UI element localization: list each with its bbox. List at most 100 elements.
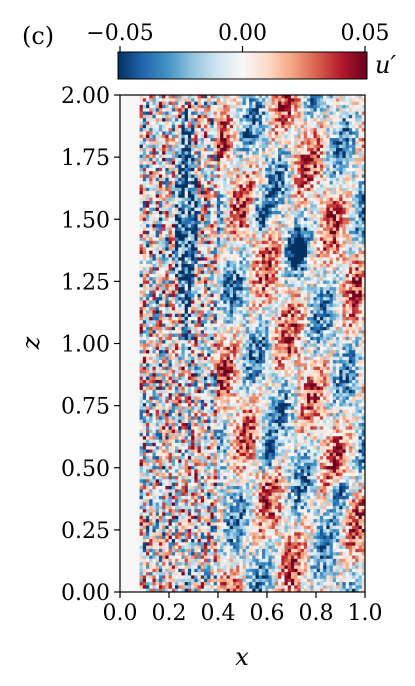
field-cell — [184, 217, 189, 222]
field-cell — [197, 101, 202, 106]
field-cell — [307, 267, 311, 271]
field-cell — [223, 323, 227, 328]
field-cell — [223, 157, 227, 162]
field-cell — [178, 164, 182, 169]
field-cell — [232, 267, 237, 271]
field-cell — [184, 191, 189, 195]
field-cell — [197, 320, 202, 325]
field-cell — [232, 138, 237, 142]
field-cell — [226, 316, 231, 321]
field-cell — [197, 277, 202, 281]
field-cell — [303, 95, 308, 99]
field-cell — [352, 230, 356, 235]
field-cell — [303, 177, 308, 182]
field-cell — [287, 171, 292, 175]
field-cell — [204, 177, 208, 182]
field-cell — [242, 174, 247, 179]
field-cell — [197, 111, 202, 116]
field-cell — [319, 267, 324, 271]
field-cell — [181, 144, 186, 149]
field-cell — [278, 320, 282, 325]
field-cell — [268, 214, 273, 218]
field-cell — [261, 204, 266, 209]
field-cell — [355, 260, 359, 265]
field-cell — [252, 230, 256, 235]
field-cell — [342, 111, 347, 116]
field-cell — [345, 118, 350, 122]
field-cell — [155, 128, 160, 132]
field-cell — [213, 121, 218, 126]
field-cell — [310, 326, 314, 331]
field-cell — [352, 144, 356, 149]
field-cell — [339, 316, 343, 321]
field-cell — [316, 250, 321, 255]
field-cell — [249, 263, 253, 268]
field-cell — [184, 174, 189, 179]
field-cell — [287, 320, 292, 325]
field-cell — [178, 313, 182, 318]
field-cell — [255, 273, 260, 278]
field-cell — [236, 214, 240, 218]
field-cell — [210, 164, 215, 169]
field-cell — [342, 167, 347, 172]
field-cell — [307, 244, 311, 248]
field-cell — [258, 181, 263, 185]
field-cell — [323, 151, 327, 156]
field-cell — [213, 171, 218, 175]
field-cell — [197, 254, 202, 258]
field-cell — [191, 161, 195, 165]
field-cell — [187, 237, 192, 242]
field-cell — [229, 98, 234, 103]
field-cell — [194, 313, 198, 318]
field-cell — [255, 224, 260, 228]
field-cell — [278, 300, 282, 305]
field-cell — [213, 194, 218, 199]
field-cell — [242, 313, 247, 318]
field-cell — [213, 197, 218, 202]
field-cell — [281, 217, 285, 222]
field-cell — [313, 237, 318, 242]
field-cell — [178, 101, 182, 106]
field-cell — [236, 157, 240, 162]
field-cell — [300, 101, 305, 106]
field-cell — [216, 95, 221, 99]
field-cell — [258, 270, 263, 275]
field-cell — [329, 118, 334, 122]
field-cell — [152, 244, 157, 248]
field-cell — [361, 277, 365, 281]
field-cell — [178, 214, 182, 218]
field-cell — [239, 214, 244, 218]
field-cell — [278, 254, 282, 258]
field-cell — [319, 207, 324, 212]
field-cell — [162, 167, 166, 172]
field-cell — [294, 210, 298, 215]
field-cell — [181, 230, 186, 235]
field-cell — [146, 307, 150, 311]
field-cell — [294, 323, 298, 328]
field-cell — [323, 257, 327, 262]
field-cell — [348, 247, 353, 252]
field-cell — [155, 227, 160, 232]
field-cell — [216, 280, 221, 285]
field-cell — [191, 148, 195, 152]
field-cell — [361, 297, 365, 301]
field-cell — [187, 214, 192, 218]
field-cell — [239, 254, 244, 258]
field-cell — [249, 297, 253, 301]
field-cell — [200, 220, 205, 225]
field-cell — [149, 283, 153, 288]
field-cell — [265, 148, 269, 152]
field-cell — [284, 267, 289, 271]
field-cell — [339, 134, 343, 139]
field-cell — [297, 118, 301, 122]
field-cell — [274, 164, 279, 169]
field-cell — [352, 108, 356, 112]
field-cell — [319, 191, 324, 195]
field-cell — [223, 191, 227, 195]
field-cell — [287, 164, 292, 169]
field-cell — [181, 273, 186, 278]
field-cell — [278, 201, 282, 205]
field-cell — [178, 98, 182, 103]
field-cell — [181, 121, 186, 126]
field-cell — [175, 320, 179, 325]
